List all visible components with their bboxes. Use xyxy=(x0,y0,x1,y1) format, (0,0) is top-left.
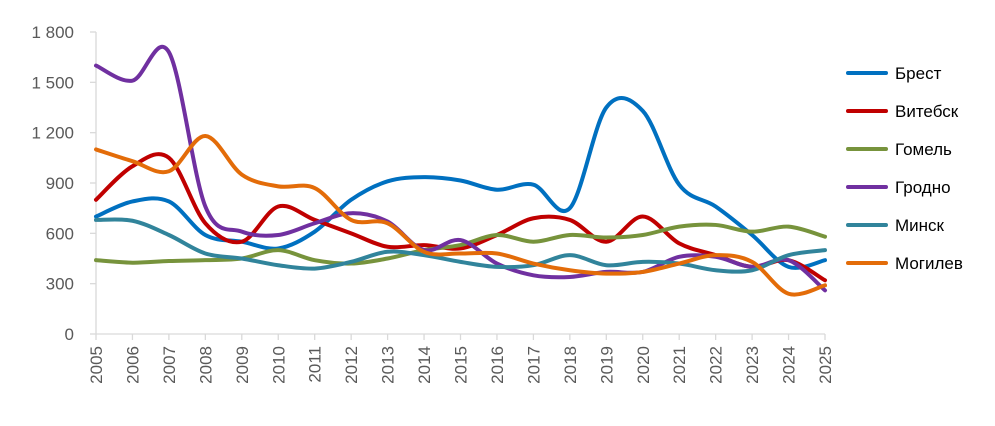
legend-item: Гомель xyxy=(846,140,952,159)
x-tick-label: 2022 xyxy=(707,346,726,384)
x-tick-label: 2017 xyxy=(524,346,543,384)
x-tick-label: 2018 xyxy=(561,346,580,384)
y-tick-label: 900 xyxy=(46,174,74,193)
x-tick-label: 2021 xyxy=(670,346,689,384)
series-line-5 xyxy=(94,217,827,274)
x-tick-label: 2015 xyxy=(452,346,471,384)
axes: 0 300 600 900 1 200 1 500 1 800 2005 2006 2007 200… xyxy=(31,23,835,384)
legend-item: Брест xyxy=(846,64,942,83)
series-line-1 xyxy=(94,96,827,270)
x-tick-label: 2019 xyxy=(597,346,616,384)
y-tick-label: 0 xyxy=(65,325,74,344)
y-tick-label: 1 200 xyxy=(31,124,74,143)
x-tick-label: 2020 xyxy=(634,346,653,384)
x-tick-label: 2010 xyxy=(269,346,288,384)
x-tick-label: 2012 xyxy=(342,346,361,384)
x-tick-label: 2007 xyxy=(160,346,179,384)
legend-label: Гомель xyxy=(895,140,952,159)
x-tick-label: 2016 xyxy=(488,346,507,384)
legend: Брест Витебск Гомель Гродно Минск Могилев xyxy=(846,64,963,273)
x-tick-label: 2014 xyxy=(415,346,434,384)
series-line-2 xyxy=(94,152,827,283)
legend-item: Могилев xyxy=(846,254,963,273)
legend-item: Минск xyxy=(846,216,945,235)
legend-label: Брест xyxy=(895,64,942,83)
x-tick-label: 2011 xyxy=(306,346,325,383)
x-tick-label: 2025 xyxy=(816,346,835,384)
x-tick-label: 2023 xyxy=(743,346,762,384)
x-tick-label: 2013 xyxy=(379,346,398,384)
x-tick-label: 2024 xyxy=(780,346,799,384)
legend-item: Гродно xyxy=(846,178,951,197)
x-tick-label: 2006 xyxy=(123,346,142,384)
series-line-4 xyxy=(94,44,827,293)
series-line-3 xyxy=(94,222,827,266)
legend-item: Витебск xyxy=(846,102,959,121)
legend-label: Могилев xyxy=(895,254,963,273)
y-tick-label: 600 xyxy=(46,224,74,243)
legend-label: Витебск xyxy=(895,102,959,121)
series-line-6 xyxy=(94,134,827,297)
x-tick-label: 2009 xyxy=(233,346,252,384)
x-tick-label: 2008 xyxy=(196,346,215,384)
x-tick-label: 2005 xyxy=(87,346,106,384)
legend-label: Гродно xyxy=(895,178,951,197)
y-tick-label: 300 xyxy=(46,275,74,294)
y-tick-label: 1 500 xyxy=(31,73,74,92)
legend-label: Минск xyxy=(895,216,945,235)
y-tick-label: 1 800 xyxy=(31,23,74,42)
series-layer xyxy=(94,44,827,297)
